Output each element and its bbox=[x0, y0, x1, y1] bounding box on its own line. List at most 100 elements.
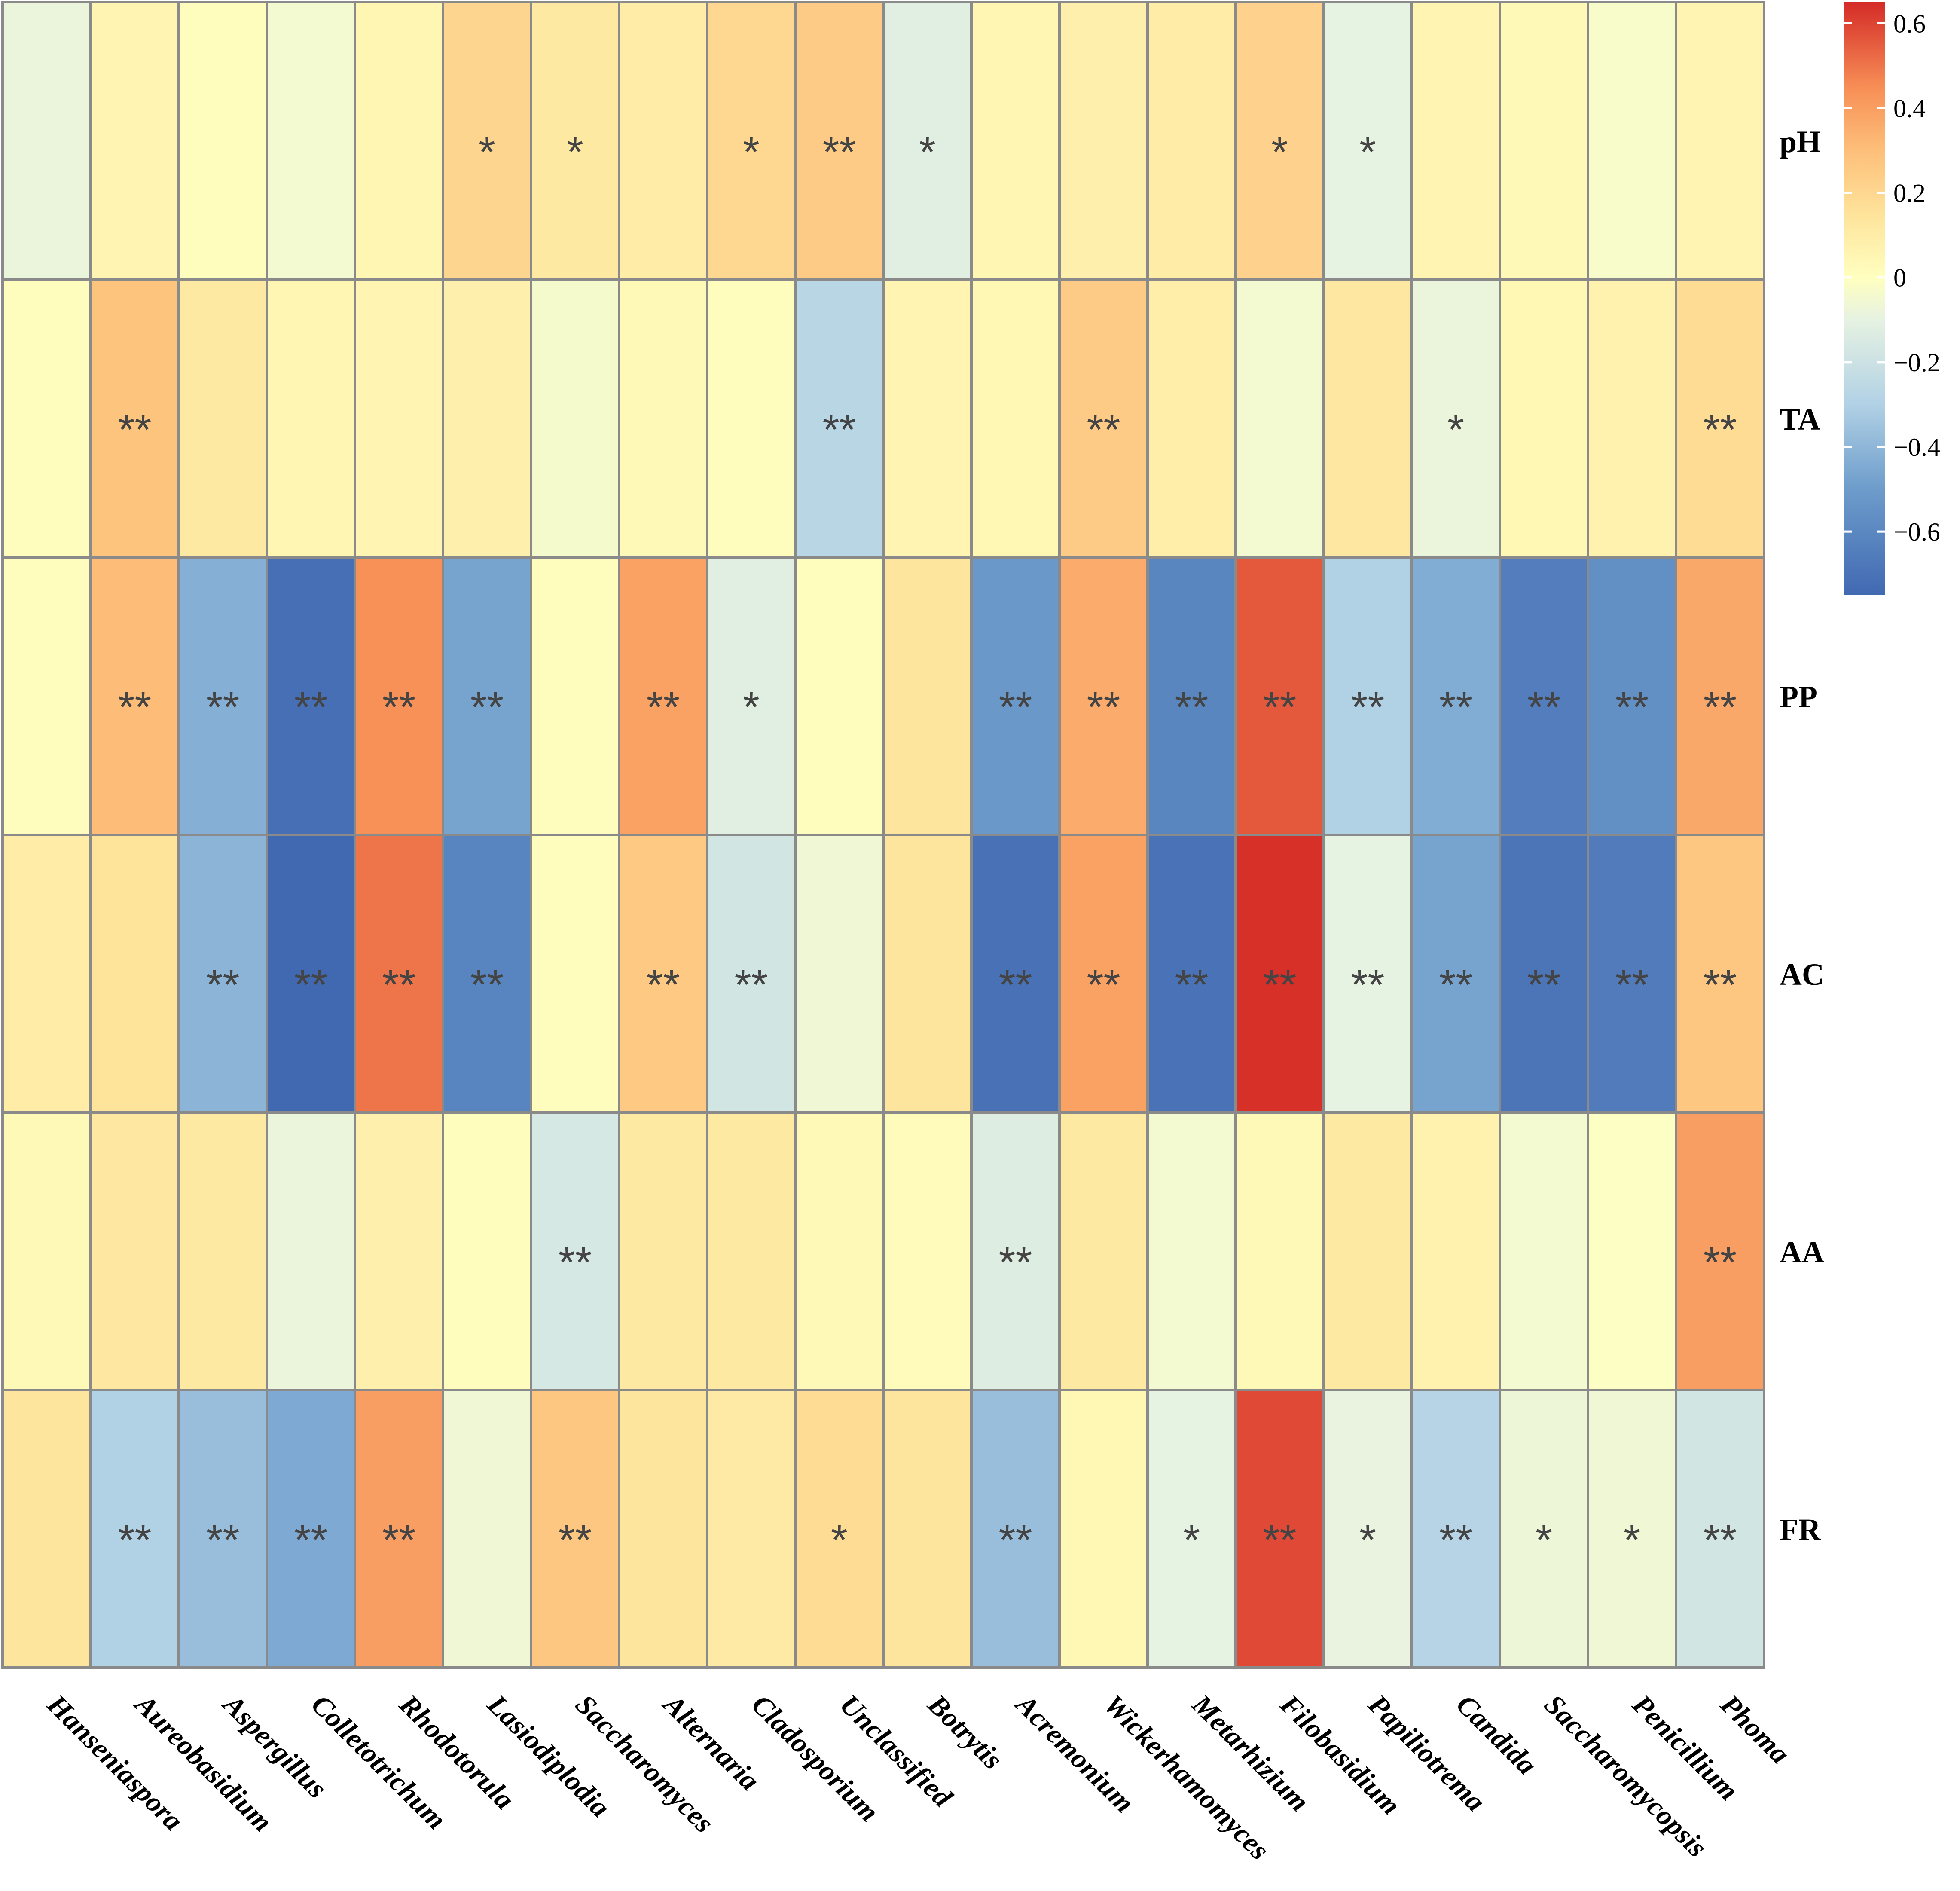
heatmap-cell-FR-Metarhizium bbox=[1146, 1389, 1237, 1669]
heatmap-cell-FR-Alternaria bbox=[618, 1389, 708, 1669]
heatmap-cell-AA-Candida bbox=[1410, 1111, 1501, 1391]
heatmap-cell-AC-Aureobasidium bbox=[89, 834, 180, 1114]
heatmap-cell-PP-Unclassified bbox=[794, 556, 885, 836]
heatmap-cell-pH-Cladosporium bbox=[706, 1, 797, 281]
heatmap-cell-TA-Filobasidium bbox=[1234, 278, 1325, 559]
heatmap-cell-TA-Phoma bbox=[1675, 278, 1765, 559]
heatmap-cell-AA-Papiliotrema bbox=[1322, 1111, 1413, 1391]
significance-marker: ** bbox=[206, 961, 240, 1009]
column-label-Wickerhamomyces: Wickerhamomyces bbox=[1098, 1689, 1275, 1866]
significance-marker: ** bbox=[1439, 1516, 1473, 1564]
heatmap-cell-AA-Cladosporium bbox=[706, 1111, 797, 1391]
significance-marker: ** bbox=[1439, 683, 1473, 731]
row-label-pH: pH bbox=[1780, 125, 1821, 159]
heatmap-cells bbox=[1, 1, 1765, 1669]
significance-marker: ** bbox=[1263, 1516, 1297, 1564]
heatmap-cell-PP-Filobasidium bbox=[1234, 556, 1325, 836]
row-label-AC: AC bbox=[1780, 957, 1824, 992]
heatmap-cell-AA-Unclassified bbox=[794, 1111, 885, 1391]
significance-marker: ** bbox=[1704, 961, 1737, 1009]
heatmap-cell-PP-Phoma bbox=[1675, 556, 1765, 836]
heatmap-cell-pH-Hanseniaspora bbox=[1, 1, 92, 281]
significance-marker: ** bbox=[294, 683, 328, 731]
heatmap-cell-pH-Metarhizium bbox=[1146, 1, 1237, 281]
heatmap-cell-AA-Alternaria bbox=[618, 1111, 708, 1391]
significance-marker: ** bbox=[999, 961, 1032, 1009]
significance-marker: ** bbox=[1615, 683, 1649, 731]
heatmap-cell-FR-Lasiodiplodia bbox=[442, 1389, 532, 1669]
column-label-Candida: Candida bbox=[1450, 1689, 1542, 1781]
significance-marker: ** bbox=[118, 406, 152, 454]
heatmap-cell-pH-Rhodotorula bbox=[354, 1, 444, 281]
significance-marker: ** bbox=[1351, 961, 1385, 1009]
heatmap-cell-TA-Botrytis bbox=[882, 278, 973, 559]
heatmap-cell-AA-Saccharomycopsis bbox=[1499, 1111, 1589, 1391]
significance-marker: ** bbox=[382, 683, 416, 731]
heatmap-cell-TA-Saccharomyces bbox=[530, 278, 620, 559]
heatmap-cell-AA-Wickerhamomyces bbox=[1058, 1111, 1149, 1391]
significance-marker: ** bbox=[1527, 961, 1561, 1009]
heatmap-cell-AA-Penicillium bbox=[1587, 1111, 1677, 1391]
significance-marker: ** bbox=[735, 961, 768, 1009]
significance-marker: ** bbox=[206, 683, 240, 731]
heatmap-cell-AC-Aspergillus bbox=[177, 834, 268, 1114]
heatmap-cell-FR-Colletotrichum bbox=[266, 1389, 356, 1669]
legend-tick-label: −0.2 bbox=[1893, 348, 1940, 377]
heatmap-cell-pH-Aureobasidium bbox=[89, 1, 180, 281]
column-labels: HanseniasporaAureobasidiumAspergillusCol… bbox=[41, 1687, 1796, 1866]
significance-marker: ** bbox=[1087, 683, 1120, 731]
significance-marker: ** bbox=[382, 1516, 416, 1564]
legend-tick-label: −0.6 bbox=[1893, 518, 1940, 546]
significance-marker: ** bbox=[1704, 1238, 1737, 1286]
heatmap-cell-pH-Saccharomyces bbox=[530, 1, 620, 281]
heatmap-cell-TA-Aureobasidium bbox=[89, 278, 180, 559]
significance-marker: * bbox=[1271, 128, 1288, 176]
heatmap-cell-PP-Saccharomyces bbox=[530, 556, 620, 836]
significance-marker: ** bbox=[999, 1238, 1032, 1286]
heatmap-cell-FR-Penicillium bbox=[1587, 1389, 1677, 1669]
heatmap-cell-AA-Aspergillus bbox=[177, 1111, 268, 1391]
legend-tick-label: −0.4 bbox=[1893, 433, 1940, 461]
heatmap-cell-AA-Rhodotorula bbox=[354, 1111, 444, 1391]
heatmap-cell-AC-Unclassified bbox=[794, 834, 885, 1114]
heatmap-cell-TA-Colletotrichum bbox=[266, 278, 356, 559]
heatmap-cell-FR-Aspergillus bbox=[177, 1389, 268, 1669]
heatmap-cell-PP-Botrytis bbox=[882, 556, 973, 836]
heatmap-cell-TA-Saccharomycopsis bbox=[1499, 278, 1589, 559]
legend-tick-label: 0.6 bbox=[1893, 9, 1926, 38]
heatmap-cell-FR-Filobasidium bbox=[1234, 1389, 1325, 1669]
significance-marker: ** bbox=[999, 683, 1032, 731]
significance-marker: ** bbox=[559, 1238, 592, 1286]
heatmap-cell-PP-Metarhizium bbox=[1146, 556, 1237, 836]
significance-marker: * bbox=[1359, 128, 1376, 176]
significance-marker: * bbox=[567, 128, 583, 176]
significance-marker: ** bbox=[470, 961, 504, 1009]
significance-marker: ** bbox=[823, 128, 856, 176]
color-legend: 0.6 0.4 0.2 0 −0.2 −0.4 −0.6 bbox=[1844, 2, 1940, 595]
significance-marker: * bbox=[831, 1516, 848, 1564]
row-label-AA: AA bbox=[1780, 1235, 1824, 1269]
significance-marker: ** bbox=[1439, 961, 1473, 1009]
significance-marker: ** bbox=[1175, 961, 1209, 1009]
heatmap-cell-FR-Acremonium bbox=[970, 1389, 1061, 1669]
heatmap-cell-AC-Botrytis bbox=[882, 834, 973, 1114]
heatmap-cell-FR-Cladosporium bbox=[706, 1389, 797, 1669]
heatmap-cell-FR-Saccharomyces bbox=[530, 1389, 620, 1669]
heatmap-cell-PP-Penicillium bbox=[1587, 556, 1677, 836]
significance-marker: ** bbox=[647, 683, 680, 731]
heatmap-cell-FR-Botrytis bbox=[882, 1389, 973, 1669]
heatmap-cell-AA-Botrytis bbox=[882, 1111, 973, 1391]
significance-marker: ** bbox=[1263, 683, 1297, 731]
significance-marker: * bbox=[743, 683, 760, 731]
heatmap-cell-PP-Lasiodiplodia bbox=[442, 556, 532, 836]
heatmap-cell-FR-Aureobasidium bbox=[89, 1389, 180, 1669]
significance-marker: * bbox=[919, 128, 936, 176]
significance-marker: * bbox=[743, 128, 760, 176]
heatmap-cell-AC-Penicillium bbox=[1587, 834, 1677, 1114]
heatmap-cell-TA-Papiliotrema bbox=[1322, 278, 1413, 559]
significance-marker: ** bbox=[206, 1516, 240, 1564]
legend-tick-label: 0 bbox=[1893, 264, 1906, 292]
column-label-Botrytis: Botrytis bbox=[922, 1688, 1009, 1775]
significance-marker: ** bbox=[823, 406, 856, 454]
legend-tick-label: 0.4 bbox=[1893, 94, 1926, 122]
